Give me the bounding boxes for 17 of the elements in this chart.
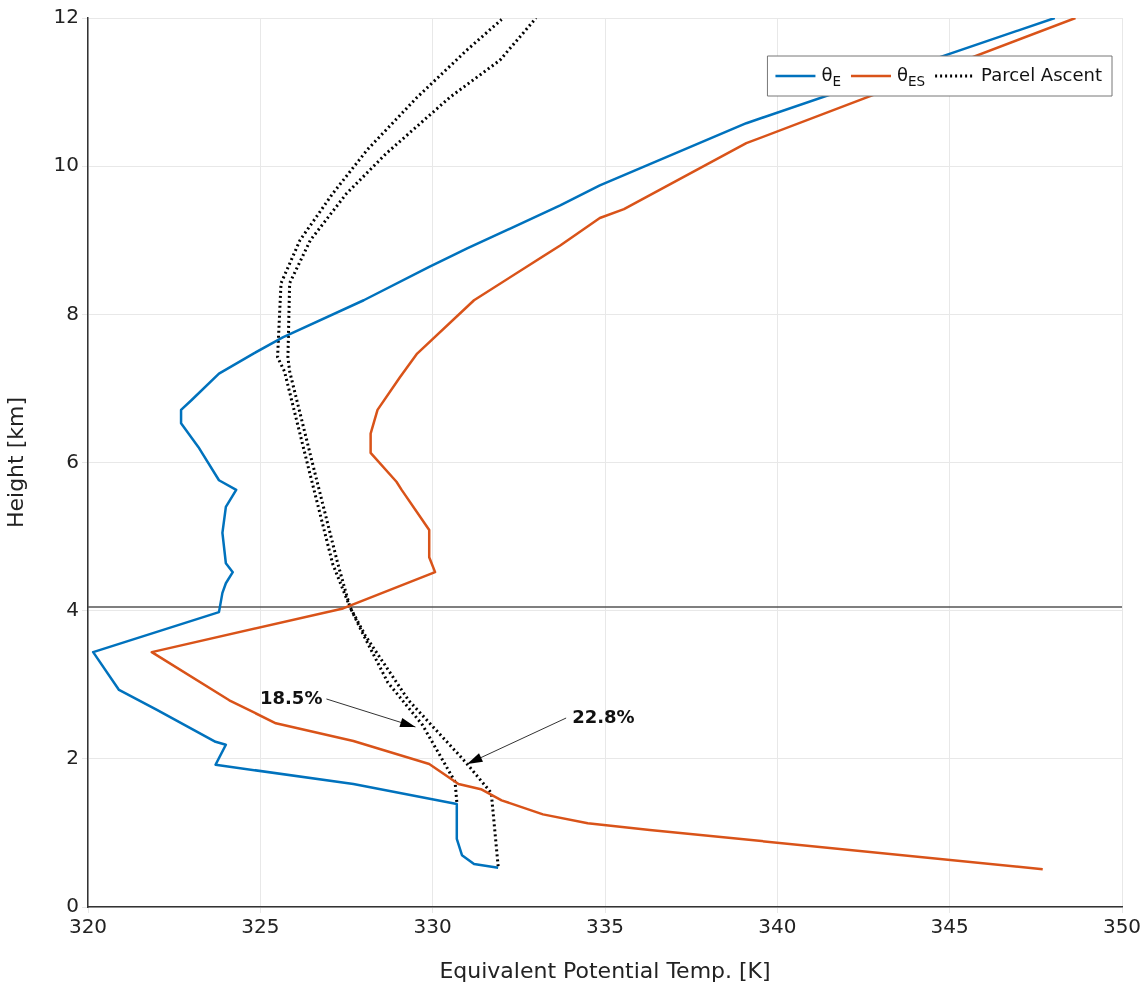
x-tick-label: 350 (1102, 914, 1142, 939)
x-axis-title: Equivalent Potential Temp. [K] (439, 957, 771, 983)
legend-label: Parcel Ascent (981, 63, 1102, 85)
y-axis-title: Height [km] (2, 396, 28, 529)
y-tick-label: 2 (66, 745, 79, 770)
x-tick-label: 330 (413, 914, 452, 939)
y-tick-label: 6 (66, 448, 79, 473)
x-tick-label: 345 (930, 914, 969, 939)
x-tick-label: 335 (585, 914, 625, 939)
y-tick-label: 4 (66, 596, 79, 621)
y-tick-label: 8 (66, 300, 79, 325)
y-tick-label: 10 (53, 152, 79, 177)
x-tick-label: 340 (758, 914, 797, 939)
annotation: 18.5% (259, 686, 323, 708)
annotation: 22.8% (572, 705, 635, 727)
y-tick-label: 12 (53, 4, 79, 29)
x-tick-label: 325 (241, 914, 280, 939)
